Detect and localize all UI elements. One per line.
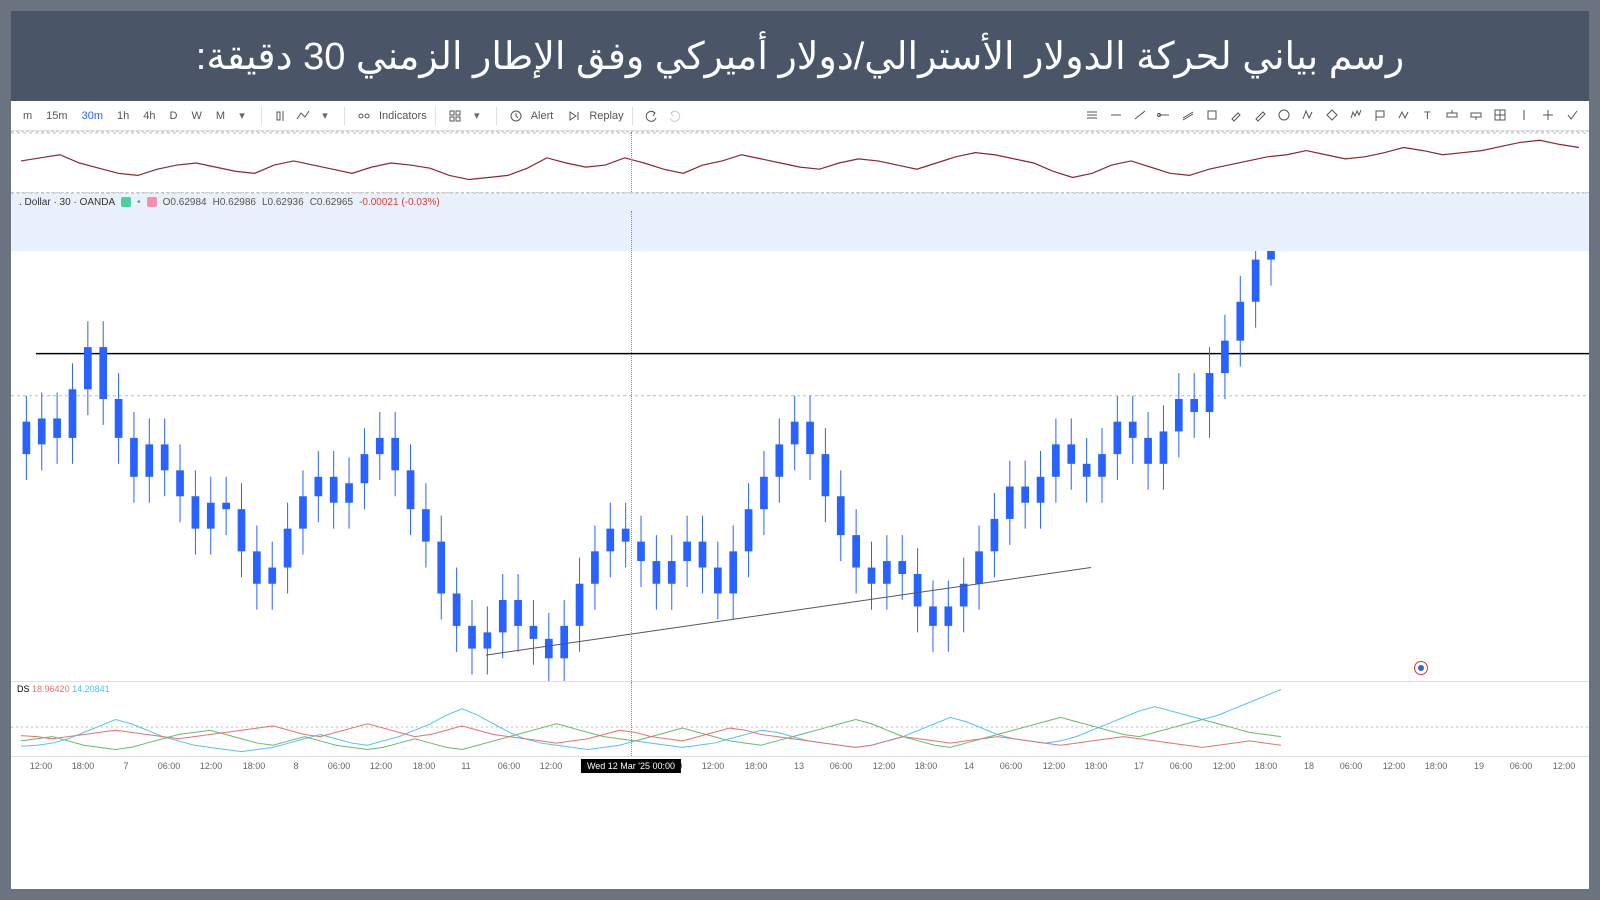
x-tick: 06:00 bbox=[158, 761, 181, 771]
hlines-icon[interactable] bbox=[1081, 104, 1103, 126]
dmi-label: DS 18.96420 14.20841 bbox=[17, 684, 110, 694]
rect-icon[interactable] bbox=[1201, 104, 1223, 126]
x-tick: 06:00 bbox=[1510, 761, 1533, 771]
timeframe-15m[interactable]: 15m bbox=[40, 107, 73, 125]
chevron-down-icon[interactable]: ▾ bbox=[231, 105, 253, 127]
timeframe-group: m15m30m1h4hDWM bbox=[17, 107, 231, 125]
svg-text:T: T bbox=[1424, 110, 1431, 122]
x-tick: 18:00 bbox=[72, 761, 95, 771]
long-icon[interactable] bbox=[1441, 104, 1463, 126]
x-tick: 18 bbox=[1304, 761, 1314, 771]
replay-icon[interactable] bbox=[563, 105, 585, 127]
main-chart[interactable] bbox=[11, 211, 1589, 681]
dmi-panel[interactable]: DS 18.96420 14.20841 bbox=[11, 681, 1589, 756]
x-tick: 12:00 bbox=[702, 761, 725, 771]
ohlc-close: C0.62965 bbox=[310, 197, 353, 208]
grid-icon[interactable] bbox=[444, 105, 466, 127]
timeframe-D[interactable]: D bbox=[163, 107, 183, 125]
drawing-tools: T bbox=[1081, 104, 1583, 126]
symbol-name: . Dollar · 30 · OANDA bbox=[19, 197, 115, 208]
x-tick: 12:00 bbox=[200, 761, 223, 771]
x-tick: 18:00 bbox=[1085, 761, 1108, 771]
candle-style-icon[interactable] bbox=[270, 105, 292, 127]
timeframe-1h[interactable]: 1h bbox=[111, 107, 135, 125]
x-tick: 7 bbox=[123, 761, 128, 771]
alert-icon[interactable] bbox=[505, 105, 527, 127]
xabcd-icon[interactable] bbox=[1297, 104, 1319, 126]
x-tick: 12:00 bbox=[1383, 761, 1406, 771]
chart-toolbar: m15m30m1h4hDWM ▾ ▾ Indicators ▾ Alert Re… bbox=[11, 101, 1589, 131]
x-tick: 14 bbox=[964, 761, 974, 771]
line-style-icon[interactable] bbox=[292, 105, 314, 127]
x-tick: 12:00 bbox=[1213, 761, 1236, 771]
circle-icon[interactable] bbox=[1273, 104, 1295, 126]
header-title: رسم بياني لحركة الدولار الأسترالي/دولار … bbox=[196, 34, 1404, 79]
diamond-icon[interactable] bbox=[1321, 104, 1343, 126]
x-tick: 06:00 bbox=[830, 761, 853, 771]
undo-icon[interactable] bbox=[641, 105, 663, 127]
x-tick: 18:00 bbox=[745, 761, 768, 771]
x-tick: 12:00 bbox=[30, 761, 53, 771]
x-tick: 06:00 bbox=[1340, 761, 1363, 771]
x-tick: 06:00 bbox=[498, 761, 521, 771]
x-tick: 06:00 bbox=[1170, 761, 1193, 771]
trend-icon[interactable] bbox=[1129, 104, 1151, 126]
x-tick: 06:00 bbox=[1000, 761, 1023, 771]
timeframe-30m[interactable]: 30m bbox=[76, 107, 109, 125]
x-tick: 18:00 bbox=[1425, 761, 1448, 771]
brush-icon[interactable] bbox=[1225, 104, 1247, 126]
x-tick: 18:00 bbox=[413, 761, 436, 771]
news-badge-icon[interactable] bbox=[1414, 661, 1428, 675]
crosshair-date-badge: Wed 12 Mar '25 00:00 bbox=[581, 759, 681, 773]
ohlc-open: O0.62984 bbox=[163, 197, 207, 208]
x-axis: 12:00 18:00 7 06:00 12:00 18:00 8 06:00 12:00 18:… bbox=[11, 756, 1589, 778]
x-tick: 12:00 bbox=[370, 761, 393, 771]
x-tick: 17 bbox=[1134, 761, 1144, 771]
timeframe-4h[interactable]: 4h bbox=[137, 107, 161, 125]
ohlc-change: -0.00021 (-0.03%) bbox=[359, 197, 440, 208]
status-dot bbox=[121, 197, 131, 207]
ohlc-low: L0.62936 bbox=[262, 197, 304, 208]
text-icon[interactable]: T bbox=[1417, 104, 1439, 126]
x-tick: 12:00 bbox=[540, 761, 563, 771]
x-tick: 06:00 bbox=[328, 761, 351, 771]
x-tick: 11 bbox=[461, 761, 470, 771]
indicators-button[interactable]: Indicators bbox=[379, 110, 427, 122]
x-tick: 12:00 bbox=[873, 761, 896, 771]
short-icon[interactable] bbox=[1465, 104, 1487, 126]
status-dot bbox=[147, 197, 157, 207]
page-header: رسم بياني لحركة الدولار الأسترالي/دولار … bbox=[11, 11, 1589, 101]
symbol-info-bar: . Dollar · 30 · OANDA • O0.62984 H0.6298… bbox=[11, 193, 1589, 211]
timeframe-M[interactable]: M bbox=[210, 107, 231, 125]
clear-icon[interactable] bbox=[1561, 104, 1583, 126]
x-tick: 13 bbox=[794, 761, 804, 771]
cross-icon[interactable] bbox=[1537, 104, 1559, 126]
vline-icon[interactable] bbox=[1513, 104, 1535, 126]
timeframe-m[interactable]: m bbox=[17, 107, 38, 125]
rsi-panel[interactable] bbox=[11, 131, 1589, 193]
table-icon[interactable] bbox=[1489, 104, 1511, 126]
x-tick: 18:00 bbox=[243, 761, 266, 771]
elliott-icon[interactable] bbox=[1345, 104, 1367, 126]
zigzag-icon[interactable] bbox=[1393, 104, 1415, 126]
x-tick: 12:00 bbox=[1043, 761, 1066, 771]
timeframe-W[interactable]: W bbox=[185, 107, 207, 125]
replay-button[interactable]: Replay bbox=[589, 110, 623, 122]
flag-icon[interactable] bbox=[1369, 104, 1391, 126]
ohlc-high: H0.62986 bbox=[213, 197, 256, 208]
x-tick: 19 bbox=[1474, 761, 1484, 771]
x-tick: 8 bbox=[293, 761, 298, 771]
indicators-icon[interactable] bbox=[353, 105, 375, 127]
channel-icon[interactable] bbox=[1177, 104, 1199, 126]
marker-icon[interactable] bbox=[1249, 104, 1271, 126]
hline-icon[interactable] bbox=[1105, 104, 1127, 126]
redo-icon[interactable] bbox=[663, 105, 685, 127]
chevron-down-icon[interactable]: ▾ bbox=[466, 105, 488, 127]
x-tick: 18:00 bbox=[1255, 761, 1278, 771]
alert-button[interactable]: Alert bbox=[531, 110, 554, 122]
x-tick: 12:00 bbox=[1553, 761, 1576, 771]
chevron-down-icon[interactable]: ▾ bbox=[314, 105, 336, 127]
hray-icon[interactable] bbox=[1153, 104, 1175, 126]
x-tick: 18:00 bbox=[915, 761, 938, 771]
